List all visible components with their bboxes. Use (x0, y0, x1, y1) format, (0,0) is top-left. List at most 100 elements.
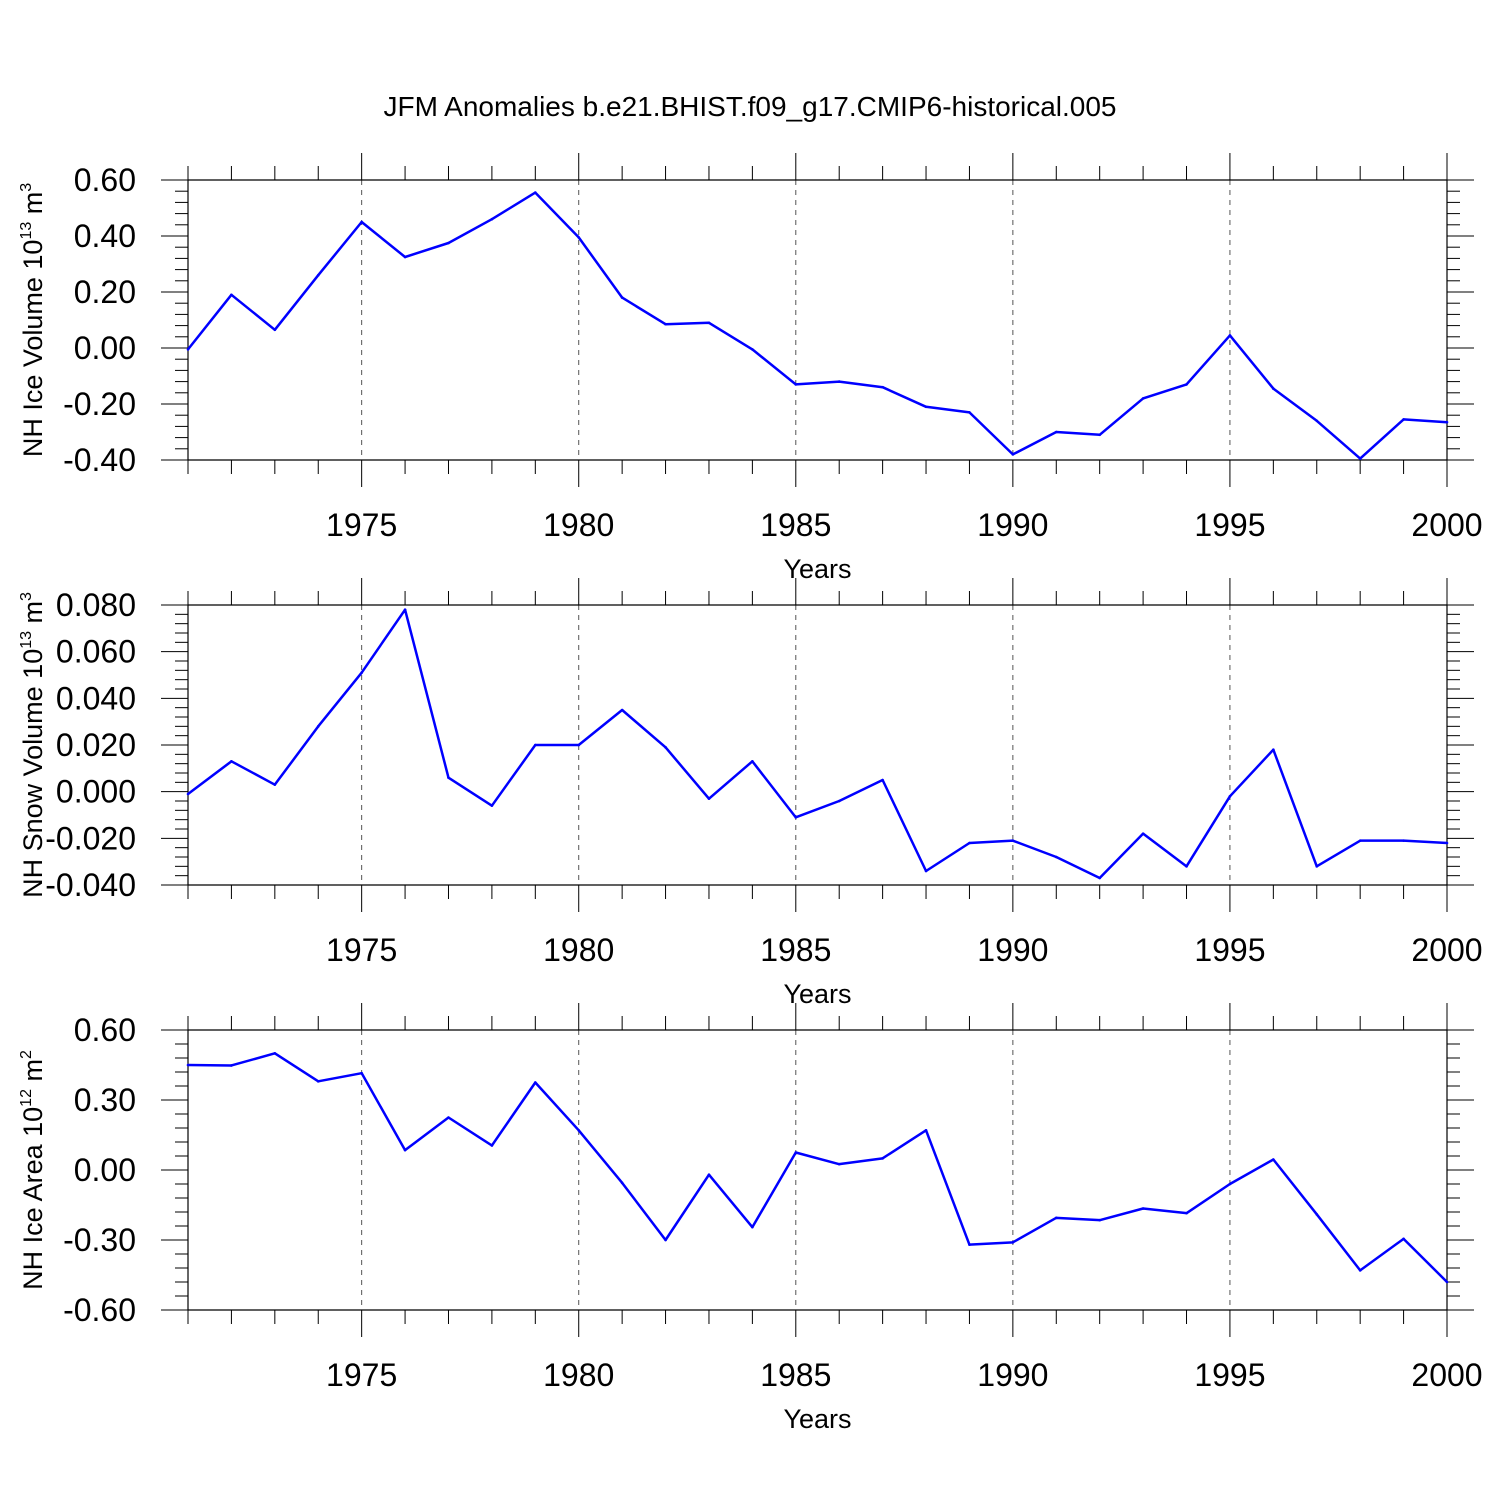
data-point (186, 1063, 190, 1067)
data-point (577, 743, 581, 747)
y-tick-label: -0.40 (63, 442, 136, 478)
data-point (360, 220, 363, 224)
y-axis-label: NH Ice Area 1012 m2 (18, 1050, 48, 1290)
data-point (403, 1148, 407, 1152)
chart-panel-3: -0.60 -0.30 0.00 0.30 0.60 1975 1980 1985 1990 19… (18, 1003, 1483, 1434)
data-point (1315, 865, 1319, 868)
data-point (1402, 839, 1405, 842)
data-point (707, 797, 711, 800)
data-point (620, 1181, 624, 1185)
x-tick-label: 1990 (977, 507, 1048, 543)
y-tick-label: 0.60 (74, 162, 136, 198)
data-point (1011, 1241, 1015, 1244)
data-point (924, 405, 928, 409)
y-axis-label-superscript: 13 (18, 222, 35, 240)
data-point (1098, 433, 1101, 437)
data-point (1402, 418, 1405, 421)
data-point (360, 671, 363, 674)
x-tick-label: 1975 (326, 932, 397, 968)
y-axis-label: NH Snow Volume 1013 m3 (18, 592, 48, 898)
x-tick-label: 1995 (1194, 932, 1265, 968)
x-tick-label: 2000 (1411, 1357, 1482, 1393)
data-point (316, 1080, 320, 1083)
y-axis-label-part: m (18, 192, 48, 222)
data-point (664, 746, 667, 749)
y-axis-label-part: m (18, 1059, 48, 1089)
data-point (360, 1071, 363, 1075)
x-tick-label: 1990 (977, 1357, 1048, 1393)
data-point (1185, 865, 1188, 868)
series-line (187, 1052, 1448, 1283)
data-point (403, 255, 407, 259)
data-point (794, 383, 798, 386)
data-point (490, 804, 494, 807)
series-line (187, 191, 1448, 460)
x-tick-label: 2000 (1411, 932, 1482, 968)
data-point (1445, 1280, 1449, 1284)
data-point (186, 348, 190, 351)
data-point (316, 725, 320, 728)
data-point (534, 743, 537, 747)
x-tick-label: 1975 (326, 507, 397, 543)
data-point (1141, 832, 1145, 835)
x-tick-label: 1975 (326, 1357, 397, 1393)
data-point (1141, 397, 1145, 400)
data-point (924, 869, 928, 873)
data-point (1054, 855, 1058, 859)
y-tick-label: -0.020 (45, 820, 136, 856)
data-point (273, 783, 277, 786)
figure-title: JFM Anomalies b.e21.BHIST.f09_g17.CMIP6-… (383, 91, 1116, 122)
x-tick-label: 1995 (1194, 507, 1265, 543)
y-tick-label: 0.000 (56, 774, 136, 810)
y-axis-label-part: NH Ice Volume 10 (18, 240, 48, 458)
data-point (534, 191, 537, 194)
data-point (794, 1151, 798, 1154)
x-tick-label: 1980 (543, 1357, 614, 1393)
data-point (447, 241, 450, 245)
data-point (447, 776, 450, 779)
y-axis-label-superscript: 13 (18, 631, 35, 649)
data-point (1358, 839, 1362, 842)
data-point (1054, 430, 1058, 434)
y-tick-label: 0.080 (56, 587, 136, 623)
y-tick-label: 0.60 (74, 1012, 136, 1048)
data-point (751, 348, 754, 351)
y-axis-label-superscript: 12 (18, 1089, 35, 1107)
data-point (620, 296, 624, 299)
data-point (1272, 1158, 1275, 1161)
x-tick-label: 1990 (977, 932, 1048, 968)
data-point (1445, 841, 1449, 845)
data-point (230, 1064, 233, 1067)
y-axis-label-part: NH Snow Volume 10 (18, 649, 48, 898)
data-point (707, 321, 711, 325)
data-point (968, 411, 971, 414)
y-tick-label: 0.30 (74, 1082, 136, 1118)
chart-panel-2: -0.040 -0.020 0.000 0.020 0.040 0.060 0.080 197… (18, 578, 1483, 1009)
data-point (273, 1052, 277, 1055)
data-point (881, 778, 884, 782)
y-axis-label-part: NH Ice Area 10 (18, 1107, 48, 1290)
x-axis-label: Years (783, 554, 851, 584)
data-point (490, 217, 494, 221)
y-axis-label-part: m (18, 601, 48, 631)
data-point (186, 792, 190, 796)
data-point (447, 1116, 450, 1119)
data-point (1402, 1237, 1405, 1241)
data-point (1315, 419, 1319, 423)
x-tick-label: 1985 (760, 1357, 831, 1393)
data-point (1011, 839, 1015, 842)
y-tick-label: -0.040 (45, 867, 136, 903)
data-point (751, 1225, 754, 1229)
data-point (837, 380, 841, 383)
data-point (577, 236, 581, 239)
chart-panel-1: -0.40 -0.20 0.00 0.20 0.40 0.60 1975 1980 1985 19… (18, 153, 1483, 584)
data-point (403, 608, 407, 611)
y-tick-label: 0.00 (74, 1152, 136, 1188)
y-axis-label-superscript: 2 (18, 1050, 35, 1059)
data-point (1228, 795, 1232, 798)
data-point (1098, 876, 1101, 880)
y-tick-label: -0.20 (63, 386, 136, 422)
data-point (620, 708, 624, 712)
data-point (1358, 1269, 1362, 1272)
data-point (1054, 1216, 1058, 1220)
